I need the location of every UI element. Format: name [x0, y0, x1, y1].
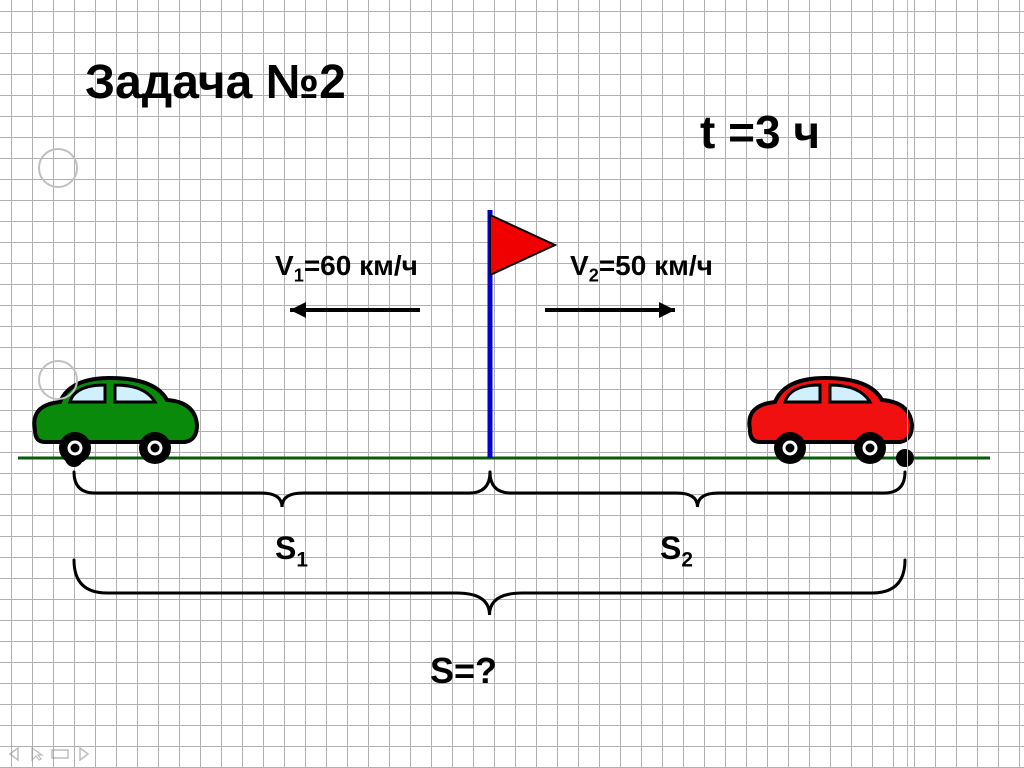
arrow-v1-head: [290, 302, 306, 318]
nav-forward-icon[interactable]: [76, 746, 92, 762]
brace-s1: [74, 472, 490, 507]
distance-s2-label: S2: [660, 530, 693, 572]
nav-end-icon[interactable]: [50, 746, 70, 762]
brace-s-total: [74, 560, 905, 615]
diagram-canvas: [0, 0, 1024, 768]
notebook-hole: [38, 360, 78, 400]
brace-s2: [490, 472, 905, 507]
slide-nav-controls: [6, 746, 92, 762]
car-right: [749, 378, 912, 464]
flag-triangle: [490, 215, 555, 275]
notebook-margin-line: [907, 0, 908, 768]
distance-s1-label: S1: [275, 530, 308, 572]
time-label: t =3 ч: [700, 105, 820, 159]
velocity-1-label: V1=60 км/ч: [275, 250, 418, 287]
distance-total-label: S=?: [430, 650, 497, 692]
road-endpoint-right: [896, 449, 914, 467]
notebook-hole: [38, 148, 78, 188]
nav-back-icon[interactable]: [6, 746, 22, 762]
problem-title: Задача №2: [85, 55, 346, 110]
arrow-v2-head: [659, 302, 675, 318]
nav-pointer-icon[interactable]: [28, 746, 44, 762]
velocity-2-label: V2=50 км/ч: [570, 250, 713, 287]
